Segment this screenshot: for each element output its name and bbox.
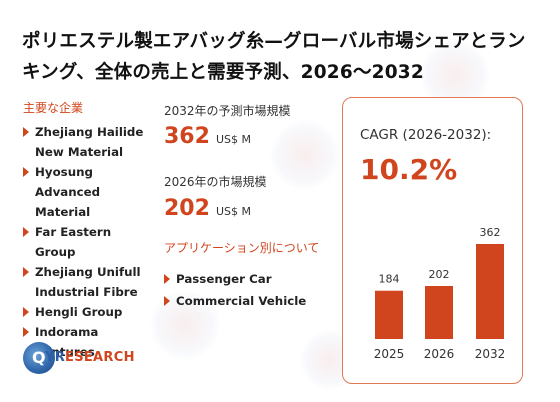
bullet-arrow-icon	[23, 227, 29, 237]
application-item: Passenger Car	[164, 268, 306, 290]
x-tick-label: 2032	[475, 347, 506, 361]
x-tick-label: 2025	[374, 347, 405, 361]
bullet-arrow-icon	[23, 307, 29, 317]
watermark-logo	[270, 120, 340, 190]
bar-value-label: 202	[429, 268, 450, 281]
company-item: Far Eastern Group	[23, 222, 153, 262]
company-item: Hyosung Advanced Material	[23, 162, 153, 222]
company-list: Zhejiang Hailide New Material Hyosung Ad…	[23, 122, 153, 362]
watermark-logo	[150, 290, 220, 360]
bullet-arrow-icon	[23, 167, 29, 177]
bar-2032	[476, 244, 504, 339]
company-item: Zhejiang Unifull Industrial Fibre	[23, 262, 153, 302]
cagr-label: CAGR (2026-2032):	[360, 127, 492, 143]
company-item: Hengli Group	[23, 302, 153, 322]
x-tick-label: 2026	[424, 347, 455, 361]
bullet-arrow-icon	[23, 327, 29, 337]
bar-value-label: 362	[480, 226, 501, 239]
bar-value-label: 184	[379, 273, 400, 286]
bullet-arrow-icon	[164, 274, 170, 284]
bar-2026	[425, 285, 453, 339]
page-title: ポリエステル製エアバッグ糸—グローバル市場シェアとランキング、全体の売上と需要予…	[22, 31, 526, 83]
bar-2025	[375, 290, 403, 339]
qyresearch-logo: Q YRESEARCH	[23, 336, 153, 376]
applications-heading: アプリケーション別について	[164, 241, 320, 255]
forecast-2032-unit: US$ M	[215, 133, 251, 146]
market-2026-figure: 202 US$ M	[164, 196, 251, 221]
bullet-arrow-icon	[23, 267, 29, 277]
cagr-value: 10.2%	[360, 153, 458, 186]
bullet-arrow-icon	[23, 127, 29, 137]
company-item: Zhejiang Hailide New Material	[23, 122, 153, 162]
forecast-2032-figure: 362 US$ M	[164, 124, 251, 149]
market-2026-label: 2026年の市場規模	[164, 175, 267, 189]
bullet-arrow-icon	[164, 296, 170, 306]
cagr-panel: CAGR (2026-2032): 10.2% 184 2025 202 2026 36…	[342, 97, 523, 384]
bar-chart: 184 2025 202 2026 362 2032	[374, 226, 506, 361]
market-2026-value: 202	[164, 196, 210, 221]
forecast-2032-value: 362	[164, 124, 210, 149]
forecast-2032-label: 2032年の予測市場規模	[164, 104, 291, 118]
logo-globe-icon	[23, 342, 55, 374]
market-2026-unit: US$ M	[215, 205, 251, 218]
companies-heading: 主要な企業	[23, 101, 84, 115]
application-list: Passenger Car Commercial Vehicle	[164, 268, 306, 312]
application-item: Commercial Vehicle	[164, 290, 306, 312]
